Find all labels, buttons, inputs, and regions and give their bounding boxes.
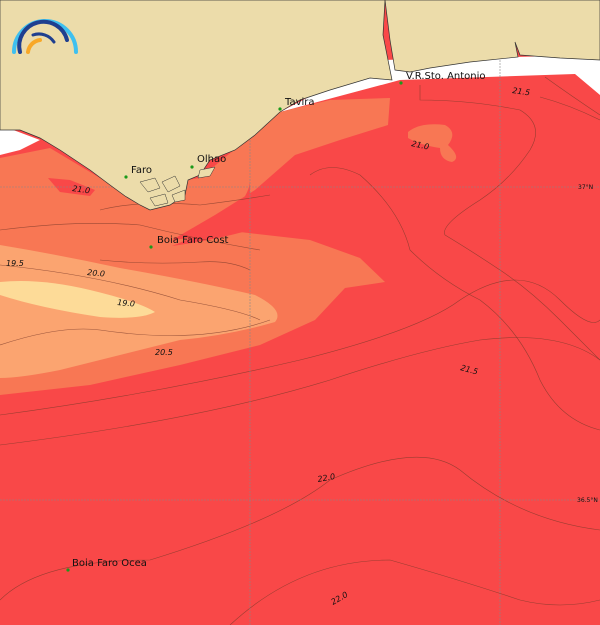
contour-label: 22.0 bbox=[317, 472, 336, 484]
contour-label: 21.5 bbox=[459, 363, 479, 376]
sea-coolest-area bbox=[0, 281, 155, 318]
rainbow-arcs-logo bbox=[12, 19, 78, 54]
no-data-area bbox=[0, 55, 600, 155]
contour-label: 20.5 bbox=[155, 348, 173, 357]
place-label-olhao: Olhao bbox=[197, 154, 226, 165]
contour-label: 21.0 bbox=[411, 139, 430, 152]
place-label-boia-faro-ocea: Boia Faro Ocea bbox=[72, 558, 147, 569]
sea-warm-tongue bbox=[172, 180, 250, 246]
lagoon-islands bbox=[139, 166, 216, 207]
isotherm-contours bbox=[0, 76, 600, 625]
contour-label: 21.5 bbox=[512, 86, 531, 97]
latitude-label-36-5n: 36.5°N bbox=[577, 497, 598, 504]
contour-label: 21.0 bbox=[72, 184, 91, 195]
place-label-faro: Faro bbox=[131, 165, 152, 176]
contour-label: 19.0 bbox=[117, 298, 136, 309]
place-label-boia-faro-cost: Boia Faro Cost bbox=[157, 235, 229, 246]
contour-label: 20.0 bbox=[87, 268, 106, 279]
station-markers bbox=[66, 81, 403, 572]
place-label-vr-sto-antonio: V.R.Sto. Antonio bbox=[406, 71, 486, 82]
latitude-label-37n: 37°N bbox=[578, 184, 593, 191]
sea-mid-island bbox=[408, 124, 457, 162]
lat-lon-grid bbox=[0, 60, 600, 625]
contour-label: 19.5 bbox=[6, 259, 24, 268]
land-area bbox=[0, 0, 600, 211]
place-label-tavira: Tavira bbox=[284, 97, 315, 108]
sea-warm-patch bbox=[48, 178, 95, 196]
